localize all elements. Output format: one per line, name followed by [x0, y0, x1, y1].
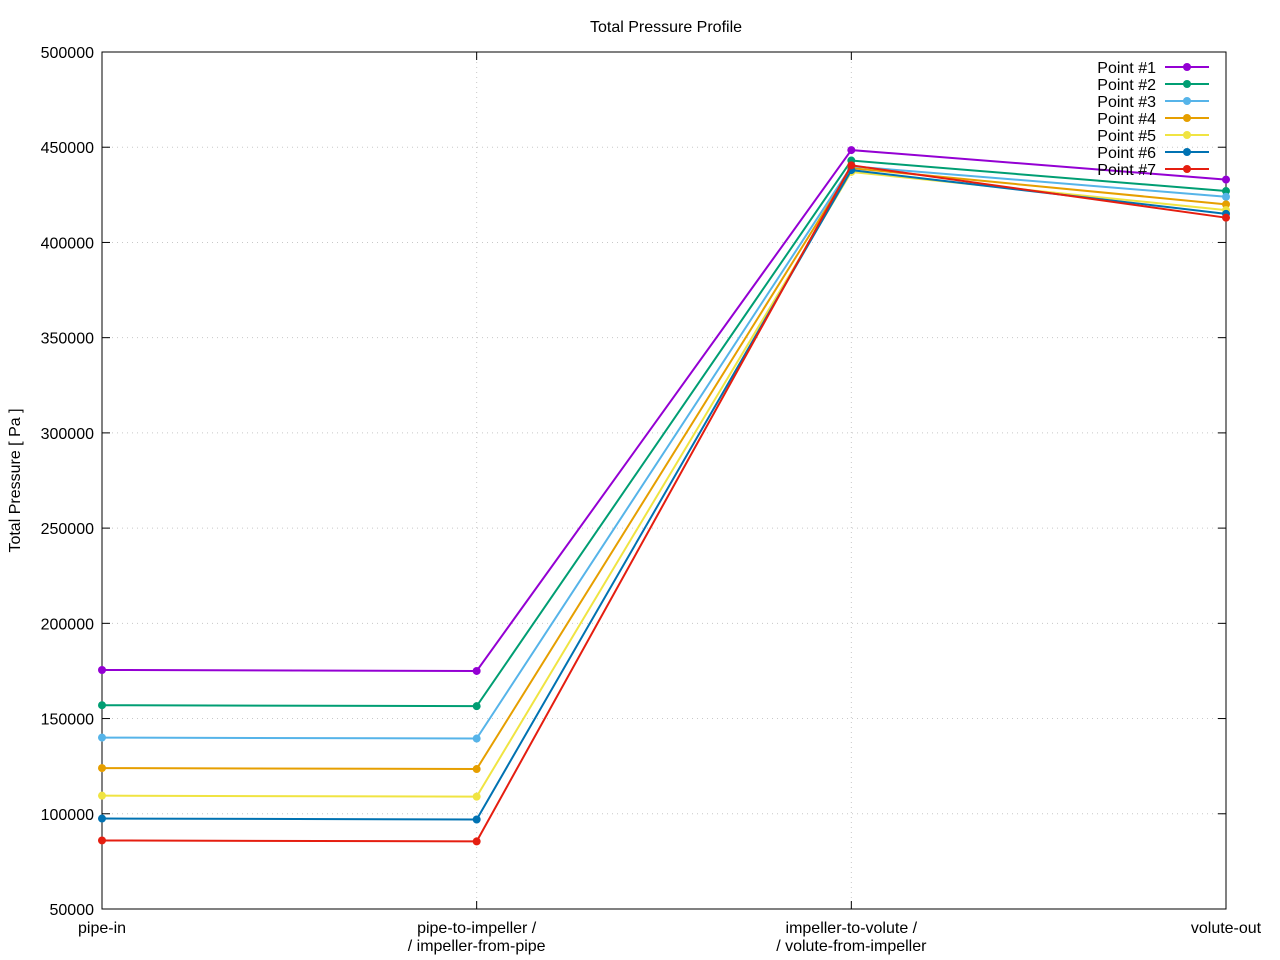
y-tick-label: 400000	[41, 235, 94, 252]
legend-swatch-point	[1183, 148, 1191, 156]
legend-swatch-point	[1183, 165, 1191, 173]
chart-title: Total Pressure Profile	[590, 19, 742, 36]
legend-swatch-point	[1183, 97, 1191, 105]
series-line	[101, 170, 1227, 798]
series-layer	[98, 146, 1230, 846]
series-4	[98, 164, 1230, 774]
x-tick-label-line: / volute-from-impeller	[776, 938, 927, 955]
legend-item: Point #5	[1097, 128, 1209, 145]
data-point	[98, 733, 106, 742]
series-line	[101, 164, 1227, 843]
legend-label: Point #2	[1097, 77, 1156, 94]
data-point	[1222, 175, 1230, 184]
series-line	[101, 165, 1227, 740]
data-point	[472, 765, 481, 774]
y-tick-label: 350000	[41, 331, 94, 348]
plot-frame	[101, 51, 1227, 910]
data-point	[1222, 187, 1230, 196]
series-3	[98, 162, 1230, 743]
x-tick-label: pipe-in	[78, 920, 126, 937]
legend-item: Point #3	[1097, 94, 1209, 111]
y-axis-label: Total Pressure [ Pa ]	[7, 408, 24, 552]
y-tick-label: 300000	[41, 426, 94, 443]
data-point	[472, 666, 481, 675]
y-tick-label: 250000	[41, 521, 94, 538]
y-tick-label: 200000	[41, 616, 94, 633]
x-tick-label-line: volute-out	[1191, 920, 1262, 937]
legend-swatch-point	[1183, 80, 1191, 88]
legend-item: Point #2	[1097, 77, 1209, 94]
series-line	[101, 149, 1227, 672]
x-tick-label-line: / impeller-from-pipe	[408, 938, 546, 955]
y-tick-label: 100000	[41, 807, 94, 824]
data-point	[1222, 213, 1230, 222]
data-point	[472, 702, 481, 711]
x-tick-label-line: pipe-in	[78, 920, 126, 937]
legend-item: Point #4	[1097, 111, 1209, 128]
x-tick-label-line: pipe-to-impeller /	[417, 920, 537, 937]
data-point	[472, 815, 481, 824]
series-1	[98, 146, 1230, 675]
series-line	[101, 169, 1227, 821]
legend-label: Point #3	[1097, 94, 1156, 111]
legend-swatch-point	[1183, 114, 1191, 122]
data-point	[847, 146, 856, 155]
x-tick-label-line: impeller-to-volute /	[786, 920, 918, 937]
legend-item: Point #6	[1097, 145, 1209, 162]
data-point	[847, 161, 856, 170]
y-tick-label: 450000	[41, 140, 94, 157]
y-tick-label: 500000	[41, 45, 94, 62]
grid-layer	[102, 52, 1226, 909]
x-tick-label: impeller-to-volute / / volute-from-impell…	[776, 920, 927, 955]
x-tick-label: pipe-to-impeller / / impeller-from-pipe	[408, 920, 546, 955]
y-tick-label: 50000	[50, 902, 95, 919]
legend-label: Point #5	[1097, 128, 1156, 145]
series-line	[101, 167, 1227, 771]
legend-item: Point #1	[1097, 60, 1209, 77]
series-6	[98, 166, 1230, 824]
data-point	[472, 792, 481, 801]
data-point	[472, 734, 481, 743]
series-line	[101, 159, 1227, 708]
legend-swatch-point	[1183, 131, 1191, 139]
legend-label: Point #4	[1097, 111, 1156, 128]
data-point	[98, 701, 106, 710]
legend-label: Point #6	[1097, 145, 1156, 162]
data-point	[98, 836, 106, 845]
series-7	[98, 161, 1230, 846]
data-point	[98, 665, 106, 674]
data-point	[1222, 200, 1230, 209]
legend-label: Point #1	[1097, 60, 1156, 77]
data-point	[472, 837, 481, 846]
data-point	[98, 814, 106, 823]
data-point	[1222, 192, 1230, 201]
x-tick-label: volute-out	[1191, 920, 1262, 937]
legend-label: Point #7	[1097, 162, 1156, 179]
legend-swatch-point	[1183, 63, 1191, 71]
data-point	[98, 791, 106, 800]
y-tick-label: 150000	[41, 712, 94, 729]
ticks-layer: 50000 100000 150000 200000 250000 300000 35000…	[41, 45, 1262, 955]
legend-item: Point #7	[1097, 162, 1209, 179]
data-point	[98, 764, 106, 773]
